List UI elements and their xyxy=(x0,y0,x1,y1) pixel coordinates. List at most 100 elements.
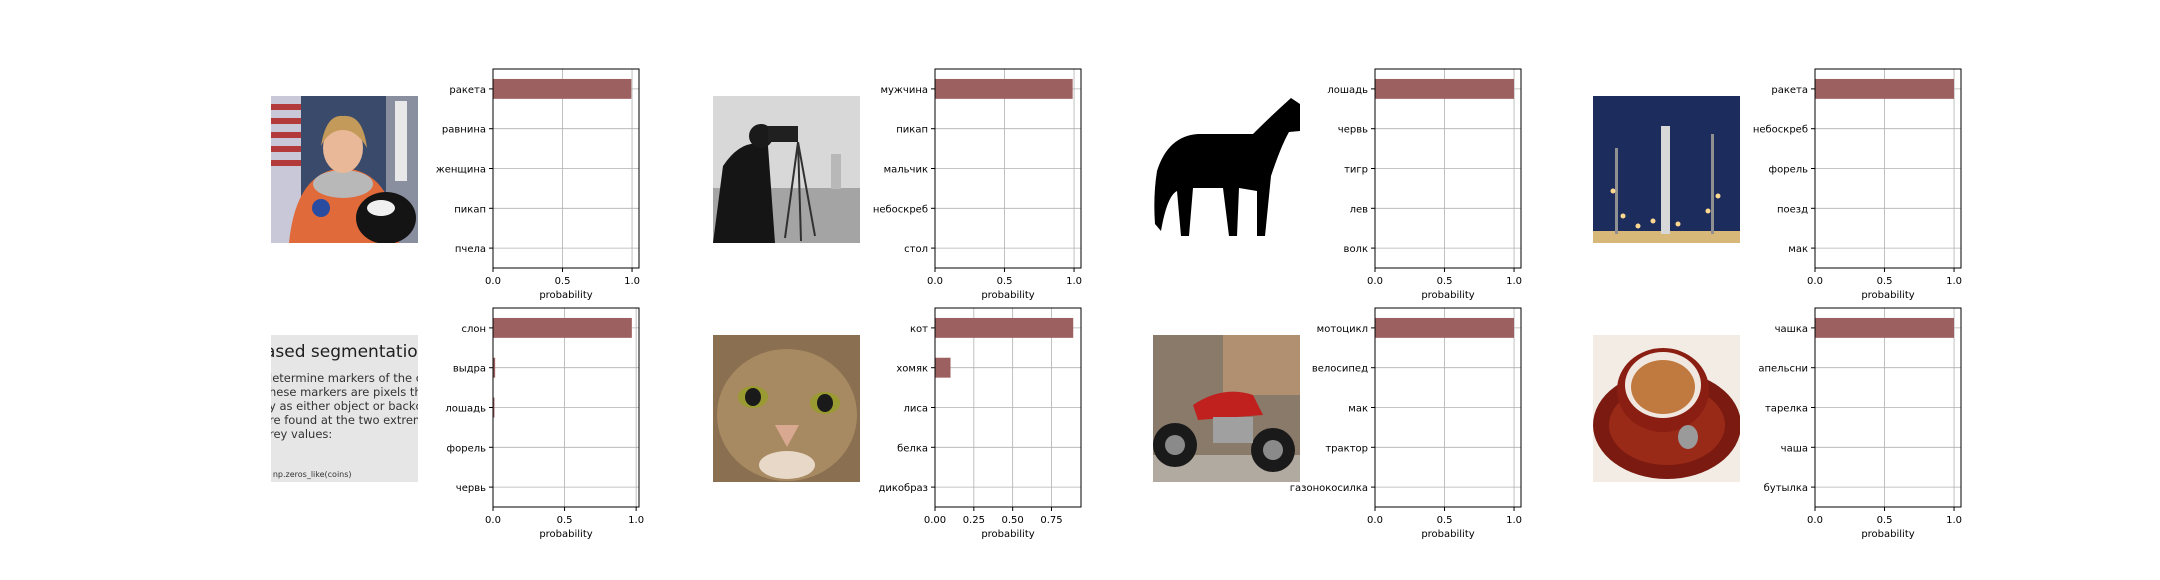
chart: мотоциклвелосипедмактракторгазонокосилка… xyxy=(1290,308,1522,540)
bar xyxy=(935,358,951,378)
cat-photo xyxy=(713,335,860,482)
category-label: мак xyxy=(1788,244,1808,255)
category-label: хомяк xyxy=(896,364,928,375)
x-tick-label: 0.0 xyxy=(1807,276,1823,287)
muzzle xyxy=(759,451,815,479)
category-label: поезд xyxy=(1777,204,1808,215)
motorcycle-photo xyxy=(1153,335,1300,482)
category-label: ракета xyxy=(449,85,486,96)
light xyxy=(1651,219,1656,224)
category-label: бутылка xyxy=(1764,483,1808,494)
category-label: дикобраз xyxy=(878,483,928,494)
x-tick-label: 1.0 xyxy=(1506,276,1522,287)
page-line: y as either object or backc xyxy=(269,399,422,413)
x-tick-label: 1.0 xyxy=(624,276,640,287)
x-tick-label: 0.5 xyxy=(1437,515,1453,526)
category-label: велосипед xyxy=(1312,364,1368,375)
helmet xyxy=(356,192,416,244)
page-code: r np.zeros_like(coins) xyxy=(267,470,352,479)
category-label: чашка xyxy=(1775,324,1808,335)
x-tick-label: 0.5 xyxy=(1877,276,1893,287)
x-tick-label: 0.5 xyxy=(997,276,1013,287)
x-tick-label: 0.25 xyxy=(963,515,985,526)
astronaut-photo xyxy=(271,96,418,244)
cameraman-photo xyxy=(713,96,860,243)
x-tick-label: 0.50 xyxy=(1002,515,1024,526)
panel-5: ased segmentation letermine markers of th… xyxy=(265,308,644,540)
hub xyxy=(1165,435,1185,455)
x-tick-label: 0.75 xyxy=(1040,515,1062,526)
horse-silhouette xyxy=(1153,96,1300,243)
category-label: пикап xyxy=(896,125,928,136)
page-line: letermine markers of the c xyxy=(269,371,422,385)
x-axis-label: probability xyxy=(539,529,592,540)
x-axis-label: probability xyxy=(1861,529,1914,540)
bar xyxy=(1375,79,1514,99)
rocket xyxy=(1661,126,1670,234)
x-axis-label: probability xyxy=(1861,290,1914,301)
category-label: форель xyxy=(447,443,487,454)
helmet-shine xyxy=(367,200,395,216)
rocket-photo xyxy=(1593,96,1740,243)
category-label: лиса xyxy=(903,404,928,415)
tower xyxy=(831,154,841,189)
category-label: кот xyxy=(910,324,928,335)
suit-collar xyxy=(313,170,373,198)
category-label: мотоцикл xyxy=(1317,324,1368,335)
light xyxy=(1676,222,1681,227)
category-label: червь xyxy=(1338,125,1368,136)
text-page-photo: ased segmentation letermine markers of th… xyxy=(265,335,429,482)
bar xyxy=(1375,318,1514,338)
category-label: мак xyxy=(1348,404,1368,415)
x-tick-label: 0.0 xyxy=(927,276,943,287)
x-tick-label: 1.0 xyxy=(1946,515,1962,526)
panel-7: мотоциклвелосипедмактракторгазонокосилка… xyxy=(1153,308,1522,540)
category-label: апельсни xyxy=(1758,364,1808,375)
page-heading: ased segmentation xyxy=(265,342,428,362)
category-label: червь xyxy=(456,483,486,494)
category-label: слон xyxy=(461,324,486,335)
category-label: стол xyxy=(904,244,928,255)
category-label: трактор xyxy=(1325,443,1368,454)
x-tick-label: 1.0 xyxy=(1946,276,1962,287)
page-line: rey values: xyxy=(269,427,332,441)
coffee xyxy=(1631,360,1695,414)
flag-stripe xyxy=(271,146,301,152)
bar xyxy=(935,318,1073,338)
x-tick-label: 0.5 xyxy=(1437,276,1453,287)
x-tick-label: 0.0 xyxy=(1807,515,1823,526)
category-label: лев xyxy=(1350,204,1369,215)
category-label: пчела xyxy=(455,244,486,255)
category-label: небоскреб xyxy=(1753,125,1808,136)
page-line: hese markers are pixels tha xyxy=(269,385,429,399)
x-tick-label: 0.0 xyxy=(485,515,501,526)
x-tick-label: 0.5 xyxy=(1877,515,1893,526)
tower xyxy=(1711,134,1714,234)
bar xyxy=(493,318,632,338)
coffee-cup-photo xyxy=(1593,335,1741,482)
category-label: мальчик xyxy=(884,165,928,176)
x-tick-label: 0.0 xyxy=(485,276,501,287)
camera xyxy=(768,126,798,142)
category-label: тигр xyxy=(1344,165,1368,176)
engine xyxy=(1213,417,1253,443)
category-label: форель xyxy=(1769,165,1809,176)
spoon xyxy=(1678,425,1698,449)
x-tick-label: 1.0 xyxy=(628,515,644,526)
hub xyxy=(1263,440,1283,460)
category-label: женщина xyxy=(436,165,486,176)
category-label: выдра xyxy=(453,364,486,375)
x-axis-label: probability xyxy=(981,290,1034,301)
pupil-right xyxy=(817,394,833,412)
bar xyxy=(1815,318,1954,338)
flag-stripe xyxy=(271,160,301,166)
